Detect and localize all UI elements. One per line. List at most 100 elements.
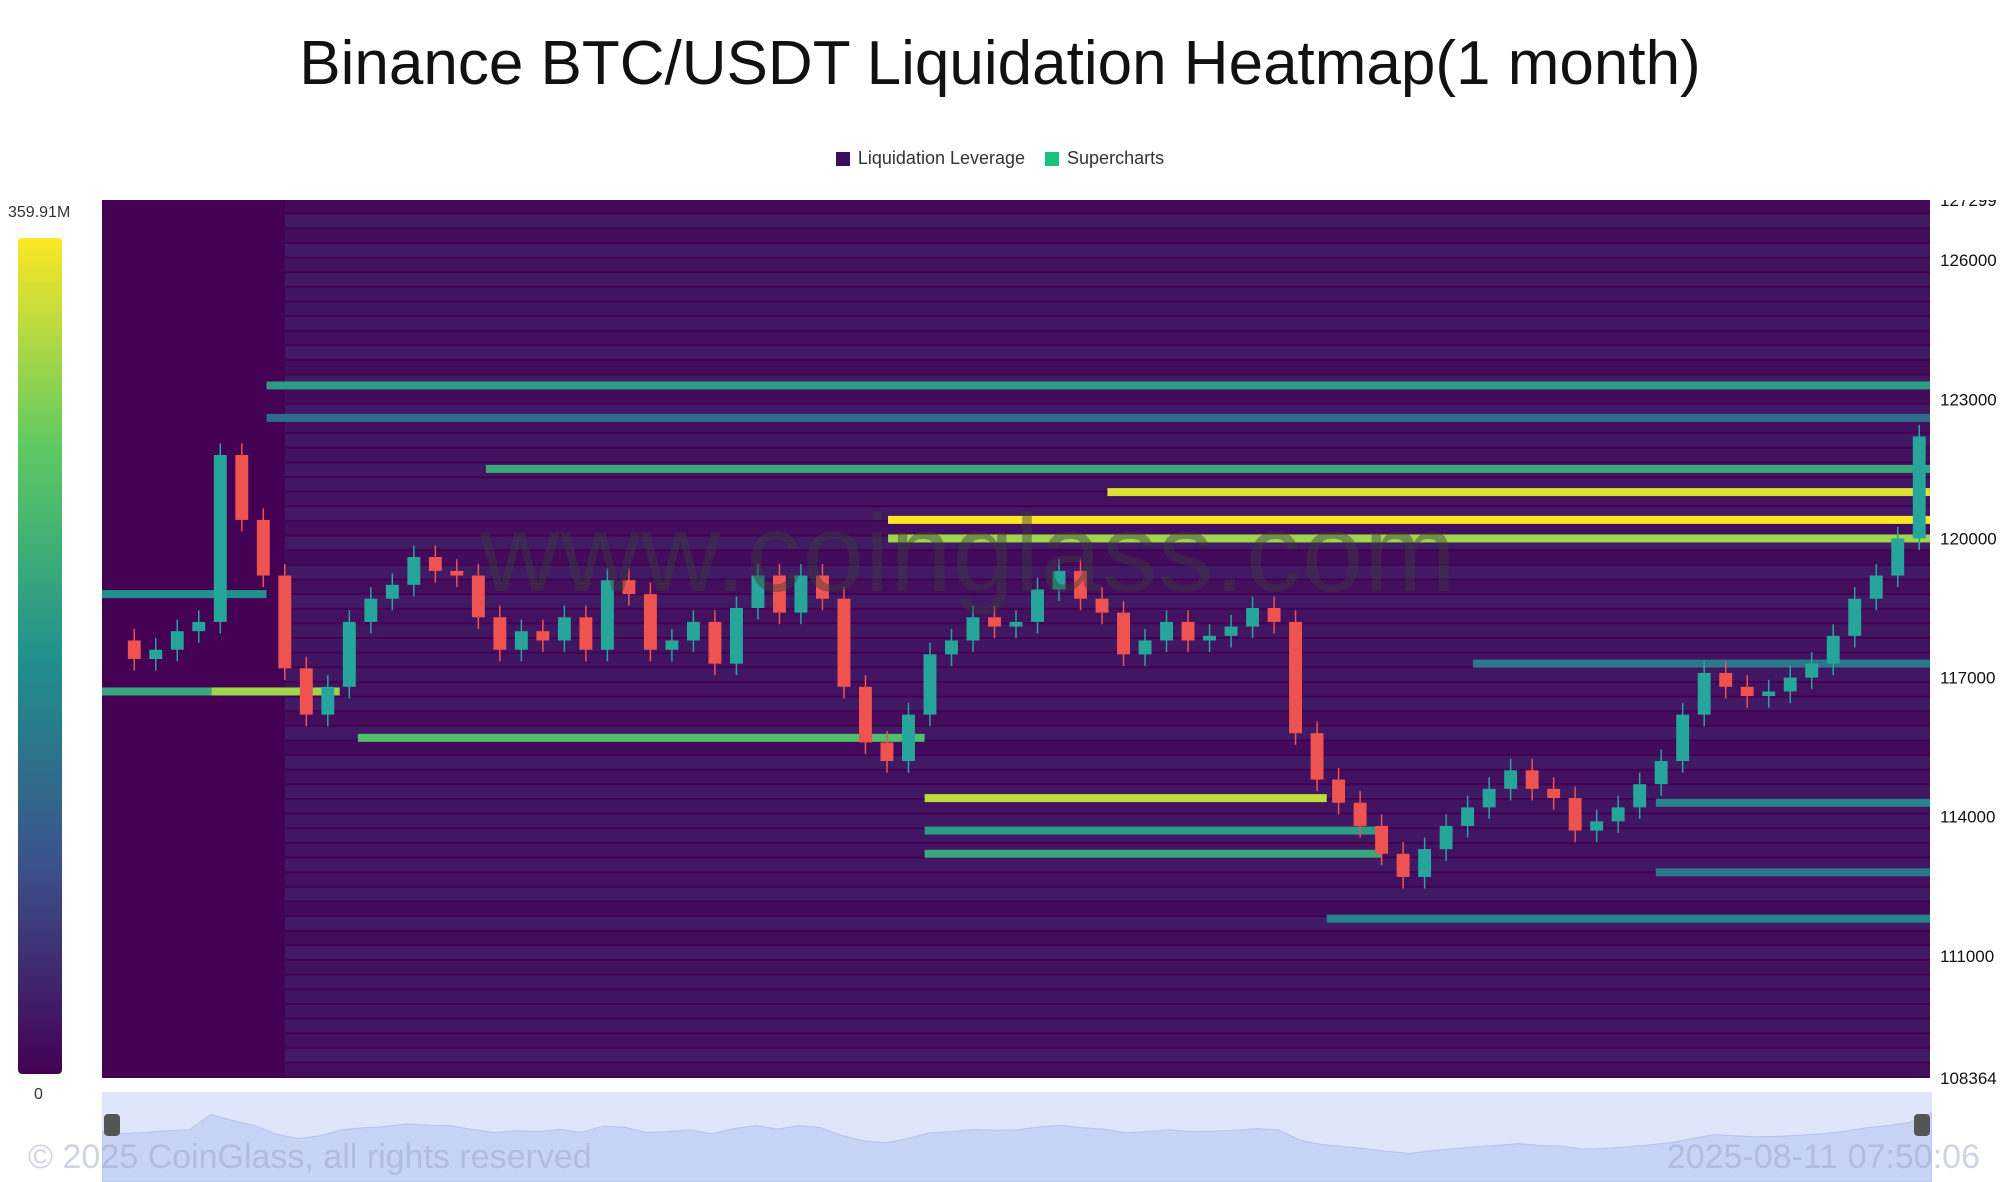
candle-body	[321, 686, 335, 715]
candle-body	[1848, 598, 1862, 636]
navigator-handle-right[interactable]	[1914, 1114, 1930, 1136]
heatmap-background-band	[284, 682, 1930, 696]
heatmap-background-band	[284, 873, 1930, 886]
heatmap-background-band	[284, 697, 1930, 711]
y-tick-label: 126000	[1940, 251, 1997, 270]
liquidation-band	[924, 849, 1382, 858]
candle-body	[1031, 589, 1044, 622]
heatmap-background-band	[284, 799, 1930, 813]
candle-body	[299, 668, 313, 715]
range-navigator[interactable]	[102, 1092, 1932, 1182]
candle-body	[1181, 621, 1195, 641]
candle-body	[1396, 853, 1410, 877]
candle-body	[1568, 798, 1582, 831]
navigator-handle-left[interactable]	[104, 1114, 120, 1136]
candle-body	[1654, 761, 1668, 785]
y-tick-label: 120000	[1940, 529, 1997, 548]
candle-body	[1783, 677, 1797, 692]
liquidation-band	[1655, 868, 1930, 877]
candle-body	[1826, 635, 1840, 664]
candle-body	[1224, 626, 1238, 636]
liquidation-band	[266, 381, 1930, 390]
heatmap-background-band	[284, 580, 1930, 594]
candle-body	[1138, 640, 1152, 655]
candle-body	[450, 570, 464, 576]
candle-body	[1676, 714, 1690, 762]
liquidation-band	[924, 794, 1327, 803]
heatmap-background-band	[284, 946, 1930, 959]
candle-body	[557, 617, 571, 641]
heatmap-background-band	[284, 858, 1930, 872]
heatmap-background-band	[284, 360, 1930, 374]
y-tick-label: 117000	[1940, 669, 1995, 688]
heatmap-background-band	[284, 609, 1930, 623]
candle-body	[1289, 621, 1303, 734]
y-tick-label: 111000	[1940, 947, 1994, 966]
candle-body	[1611, 807, 1625, 822]
y-tick-label: 123000	[1940, 390, 1997, 409]
candle-body	[988, 617, 1001, 627]
candle-body	[729, 608, 743, 664]
candle-body	[1719, 672, 1733, 687]
heatmap-plot[interactable]: 127299 126000 123000 120000 117000 114000 1110…	[102, 200, 2000, 1100]
candle-body	[859, 686, 872, 743]
legend-item-liquidation-leverage[interactable]: Liquidation Leverage	[835, 148, 1025, 169]
candle-body	[1762, 691, 1776, 697]
heatmap-background-band	[284, 1063, 1930, 1076]
colorbar[interactable]	[18, 238, 62, 1074]
heatmap-background-band	[284, 390, 1930, 403]
candle-body	[794, 575, 808, 613]
heatmap-background-band	[284, 287, 1930, 301]
legend-label-supercharts: Supercharts	[1067, 148, 1165, 168]
heatmap-background-band	[284, 668, 1930, 681]
y-tick-label: 108364	[1940, 1069, 1997, 1088]
liquidation-band	[1473, 659, 1930, 668]
candle-body	[1912, 436, 1926, 539]
heatmap-background-band	[284, 756, 1930, 769]
heatmap-background-band	[284, 639, 1930, 652]
heatmap-background-band	[284, 521, 1930, 535]
candle-body	[1203, 635, 1217, 641]
candle-body	[880, 742, 894, 762]
heatmap-background-band	[284, 975, 1930, 989]
candle-body	[192, 621, 206, 632]
candle-body	[1697, 672, 1711, 715]
legend: Liquidation Leverage Supercharts	[0, 148, 2000, 169]
candle-body	[686, 621, 700, 641]
heatmap-background-band	[284, 346, 1930, 359]
candle-body	[1869, 575, 1883, 599]
heatmap-background-band	[284, 902, 1930, 916]
watermark: www.coinglass.com	[480, 492, 1457, 615]
heatmap-background-band	[284, 565, 1930, 579]
candle-body	[278, 575, 292, 669]
candle-body	[902, 714, 915, 762]
candle-body	[213, 454, 227, 622]
heatmap-background-band	[284, 814, 1930, 828]
heatmap-background-band	[284, 931, 1930, 945]
candle-body	[1504, 770, 1518, 789]
heatmap-background-band	[284, 448, 1930, 462]
heatmap-background-band	[284, 1034, 1930, 1047]
heatmap-background-band	[284, 258, 1930, 272]
heatmap-background-band	[284, 990, 1930, 1003]
heatmap-background-band	[284, 960, 1930, 974]
candle-body	[1160, 621, 1173, 641]
candle-body	[600, 580, 614, 650]
candle-body	[536, 631, 550, 641]
candle-body	[235, 454, 249, 520]
heatmap-background-band	[284, 1004, 1930, 1018]
candle-body	[1891, 538, 1905, 576]
colorbar-min-label: 0	[34, 1086, 43, 1103]
candle-body	[1052, 570, 1066, 590]
candle-body	[149, 649, 163, 660]
heatmap-background-band	[284, 419, 1930, 433]
liquidation-band	[1655, 798, 1930, 807]
candle-body	[364, 598, 378, 622]
legend-item-supercharts[interactable]: Supercharts	[1045, 148, 1164, 169]
candle-body	[751, 575, 765, 609]
navigator-series	[102, 1112, 1932, 1182]
candle-body	[622, 580, 636, 595]
timestamp-text: 2025-08-11 07:50:06	[1666, 1138, 1980, 1176]
candle-body	[342, 621, 356, 687]
heatmap-background-band	[284, 200, 1930, 213]
